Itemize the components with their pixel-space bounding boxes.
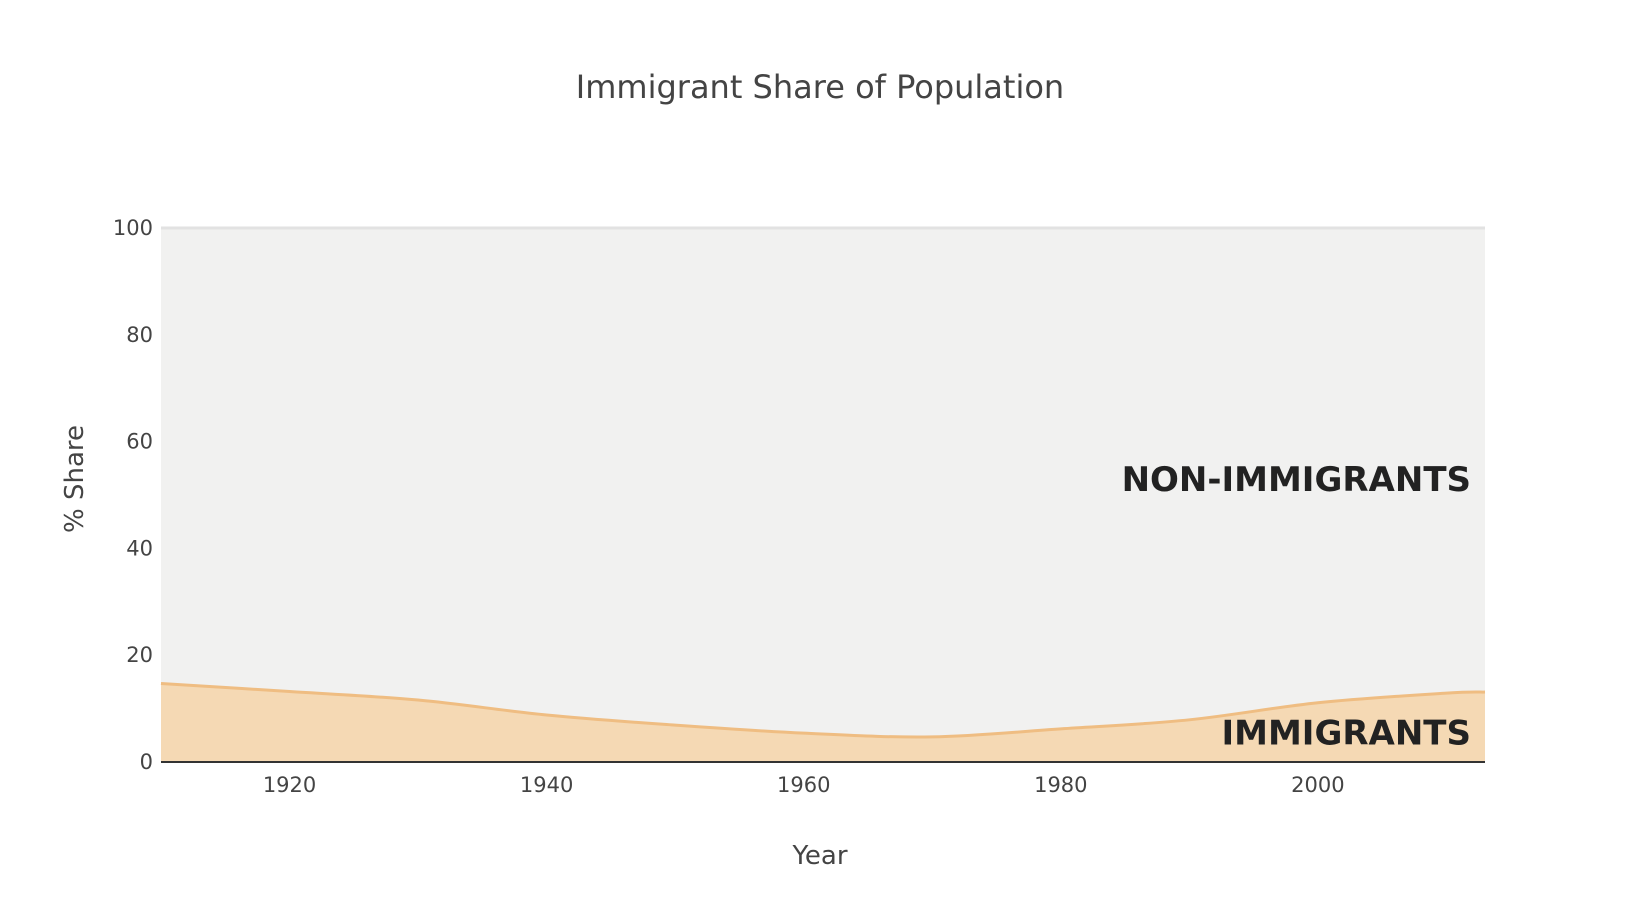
x-tick-label-2000: 2000 (1291, 773, 1344, 797)
area-immigrants (161, 683, 1485, 762)
y-tick-label-0: 0 (140, 750, 153, 774)
line-immigrants (160, 682, 1486, 739)
y-axis-title: % Share (60, 425, 90, 533)
x-tick-label-1940: 1940 (520, 773, 573, 797)
series-layer (160, 226, 1486, 762)
axes: 0 20 40 60 80 100 1920 1940 1960 1980 2000 (113, 216, 1485, 797)
x-tick-label-1960: 1960 (777, 773, 830, 797)
y-tick-label-100: 100 (113, 216, 153, 240)
y-tick-label-20: 20 (126, 643, 153, 667)
chart-title: Immigrant Share of Population (576, 68, 1064, 106)
x-axis-title: Year (791, 841, 847, 871)
area-label-non-immigrants: NON-IMMIGRANTS (1122, 460, 1471, 500)
y-tick-label-40: 40 (126, 536, 153, 560)
x-tick-label-1920: 1920 (263, 773, 316, 797)
area-label-immigrants: IMMIGRANTS (1221, 714, 1471, 754)
x-tick-label-1980: 1980 (1034, 773, 1087, 797)
y-tick-label-60: 60 (126, 430, 153, 454)
area-labels: IMMIGRANTS NON-IMMIGRANTS (1122, 460, 1471, 754)
area-non-immigrants (161, 228, 1485, 738)
y-tick-label-80: 80 (126, 323, 153, 347)
